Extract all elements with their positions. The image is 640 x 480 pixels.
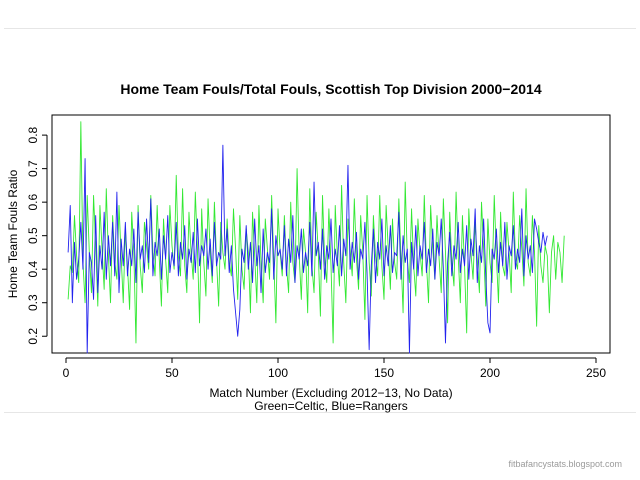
x-tick-label: 0 xyxy=(63,366,70,380)
chart-title: Home Team Fouls/Total Fouls, Scottish To… xyxy=(120,81,541,97)
y-tick-label: 0.6 xyxy=(26,193,40,210)
plot-frame xyxy=(51,114,611,354)
y-tick-label: 0.3 xyxy=(26,294,40,311)
series-line-1 xyxy=(67,144,548,354)
x-tick-label: 150 xyxy=(374,366,394,380)
x-axis-label: Match Number (Excluding 2012−13, No Data… xyxy=(209,386,452,400)
series-layer xyxy=(67,121,565,354)
x-tick-label: 200 xyxy=(480,366,500,380)
series-line-0 xyxy=(67,121,565,344)
y-tick-label: 0.4 xyxy=(26,261,40,278)
x-tick-label: 250 xyxy=(586,366,606,380)
y-axis-label: Home Team Fouls Ratio xyxy=(6,169,20,298)
y-tick-label: 0.7 xyxy=(26,160,40,177)
top-divider xyxy=(4,28,636,29)
x-axis-sublabel: Green=Celtic, Blue=Rangers xyxy=(254,399,407,413)
credit-text: fitbafancystats.blogspot.com xyxy=(508,459,622,469)
y-axis: 0.2 0.3 0.4 0.5 0.6 0.7 0.8 xyxy=(26,126,48,345)
x-tick-label: 100 xyxy=(268,366,288,380)
bottom-divider xyxy=(4,412,636,413)
x-tick-label: 50 xyxy=(165,366,179,380)
y-tick-label: 0.8 xyxy=(26,126,40,143)
y-tick-label: 0.5 xyxy=(26,227,40,244)
y-tick-label: 0.2 xyxy=(26,328,40,345)
x-axis: 0 50 100 150 200 250 xyxy=(63,357,606,380)
